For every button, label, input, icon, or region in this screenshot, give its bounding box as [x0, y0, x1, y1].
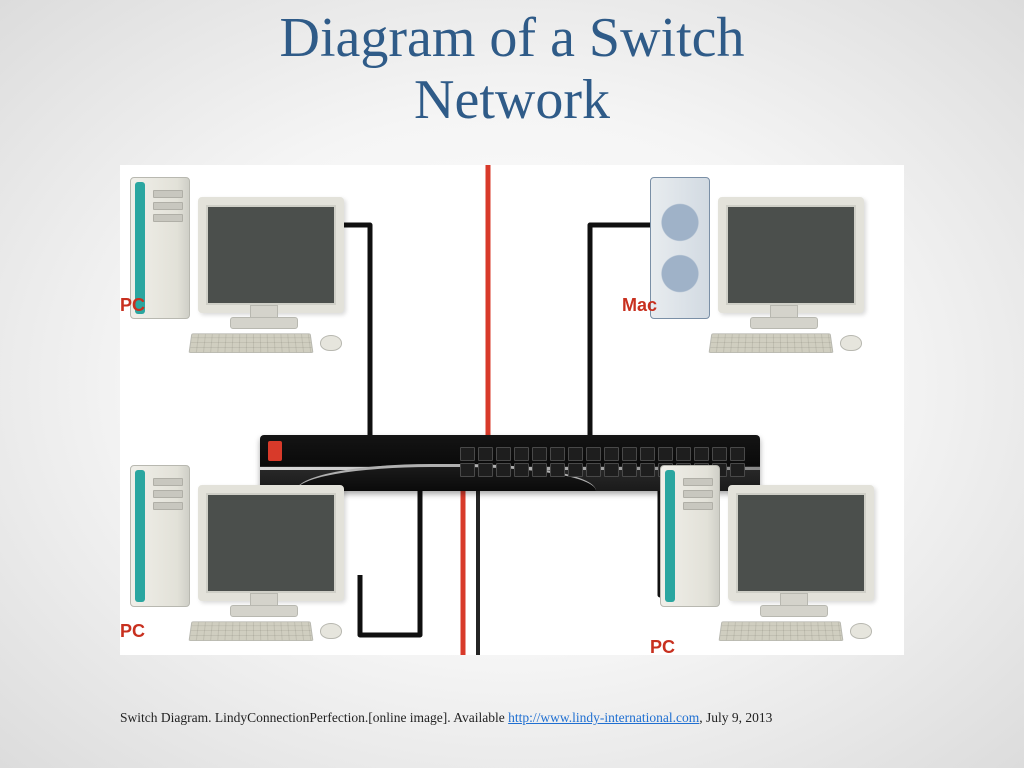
monitor-icon [198, 197, 344, 313]
monitor-icon [718, 197, 864, 313]
mouse-icon [850, 623, 872, 639]
keyboard-icon [719, 621, 844, 641]
computer-pc-bottom-right [660, 465, 890, 645]
keyboard-icon [709, 333, 834, 353]
monitor-icon [728, 485, 874, 601]
switch-logo-icon [268, 441, 282, 461]
mouse-icon [320, 623, 342, 639]
mouse-icon [840, 335, 862, 351]
slide: Diagram of a Switch Network PC Mac PC PC Sw… [0, 0, 1024, 768]
computer-pc-bottom-left [130, 465, 360, 645]
slide-title: Diagram of a Switch Network [0, 8, 1024, 131]
label-pc-top-left: PC [120, 295, 145, 316]
citation-suffix: , July 9, 2013 [699, 710, 772, 725]
citation: Switch Diagram. LindyConnectionPerfectio… [120, 710, 772, 726]
mouse-icon [320, 335, 342, 351]
label-pc-bottom-right: PC [650, 637, 675, 658]
label-pc-bottom-left: PC [120, 621, 145, 642]
computer-pc-top-left [130, 177, 360, 357]
tower-icon [660, 465, 720, 607]
network-diagram: PC Mac PC PC [120, 165, 904, 655]
monitor-icon [198, 485, 344, 601]
keyboard-icon [189, 621, 314, 641]
keyboard-icon [189, 333, 314, 353]
switch-ports-row-1 [460, 447, 745, 461]
tower-icon [130, 465, 190, 607]
label-mac-top-right: Mac [622, 295, 657, 316]
computer-mac-top-right [650, 177, 880, 357]
citation-link[interactable]: http://www.lindy-international.com [508, 710, 699, 725]
tower-icon [650, 177, 710, 319]
citation-prefix: Switch Diagram. LindyConnectionPerfectio… [120, 710, 508, 725]
cable [360, 485, 420, 635]
